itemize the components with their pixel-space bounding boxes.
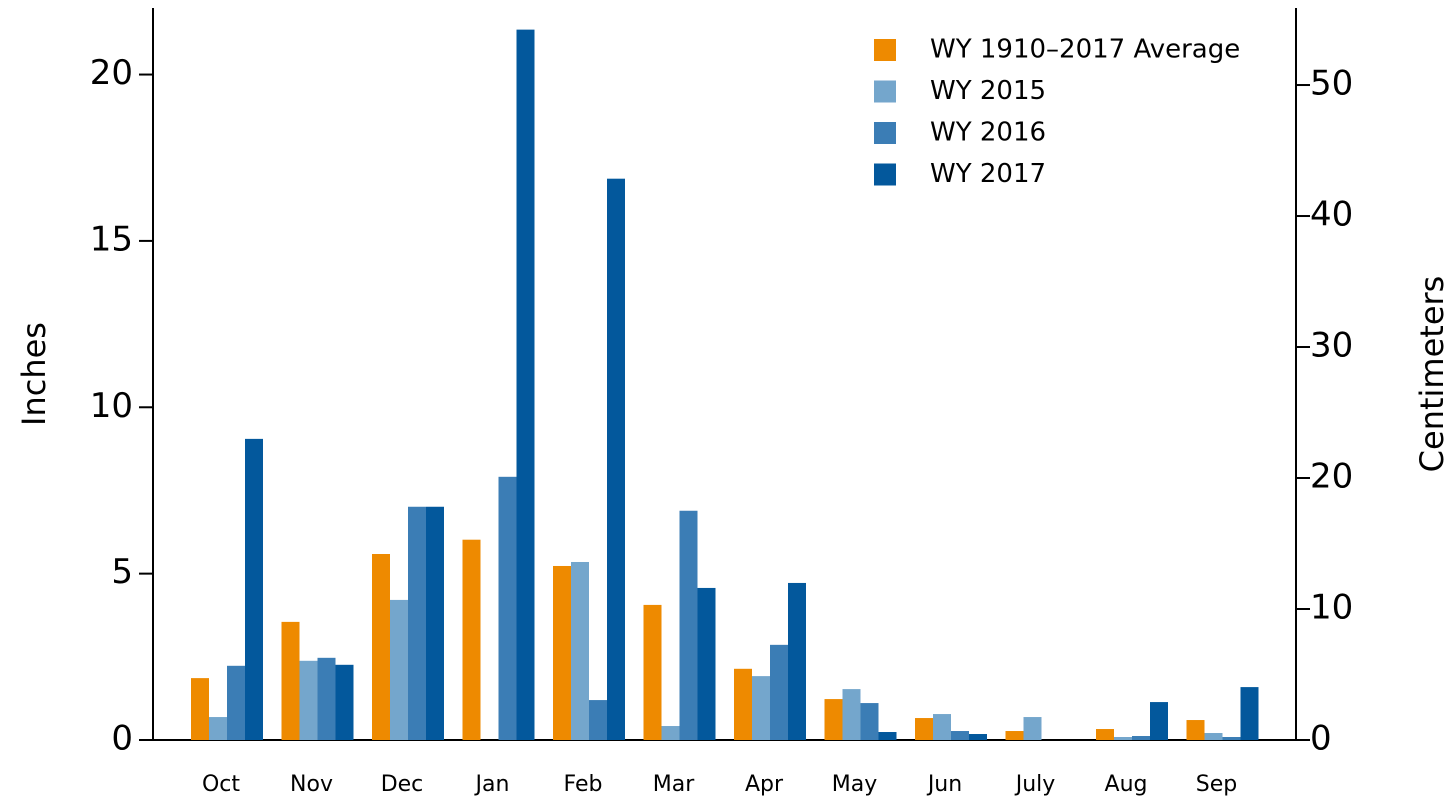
bar <box>281 621 300 740</box>
y2-tick-label: 50 <box>1310 64 1353 104</box>
bar <box>915 718 933 740</box>
bar <box>842 689 861 740</box>
bar <box>462 539 481 740</box>
x-tick-label: May <box>832 772 877 797</box>
bar <box>1132 736 1150 740</box>
y2-tick-label: 10 <box>1310 588 1353 628</box>
legend-swatch <box>874 39 896 61</box>
y2-tick-label: 30 <box>1310 326 1353 366</box>
x-tick-label: Nov <box>290 772 333 797</box>
bar <box>209 717 227 740</box>
legend-label: WY 1910–2017 Average <box>930 35 1240 65</box>
bar <box>661 726 680 740</box>
legend-swatch <box>874 80 896 103</box>
bar <box>372 554 390 740</box>
bar <box>643 604 662 740</box>
bar <box>788 582 806 740</box>
bar <box>969 734 987 740</box>
bar <box>516 29 535 741</box>
y-tick-label: 10 <box>90 386 133 426</box>
x-tick-label: Jan <box>474 772 510 797</box>
legend-label: WY 2016 <box>930 118 1046 148</box>
bar <box>390 599 408 740</box>
bar <box>1204 733 1223 740</box>
bar <box>408 506 426 740</box>
x-tick-label: Oct <box>202 772 240 797</box>
bar <box>1186 720 1205 740</box>
bar <box>191 678 209 740</box>
x-tick-label: Feb <box>564 772 603 797</box>
y2-tick-label: 20 <box>1310 457 1353 497</box>
bar <box>607 178 625 740</box>
x-tick-label: Dec <box>381 772 424 797</box>
y-tick-label: 20 <box>90 53 133 93</box>
bar <box>860 703 879 740</box>
bar <box>752 676 770 740</box>
legend-swatch <box>874 163 896 186</box>
y-tick-label: 5 <box>111 552 133 592</box>
bar <box>426 506 444 740</box>
bar <box>1096 729 1114 740</box>
bar <box>1005 731 1024 740</box>
x-tick-label: Sep <box>1196 772 1237 797</box>
bar <box>679 510 698 740</box>
bar <box>734 668 752 740</box>
bar <box>498 476 517 740</box>
y-axis-label: Inches <box>15 322 53 426</box>
legend-label: WY 2017 <box>930 159 1046 189</box>
bar <box>335 664 354 740</box>
bar <box>824 699 843 740</box>
bar <box>770 644 788 740</box>
y2-tick-label: 0 <box>1310 719 1332 759</box>
bar <box>1114 737 1132 740</box>
bar <box>951 731 969 740</box>
bar <box>1240 687 1259 740</box>
x-tick-label: Jun <box>926 772 962 797</box>
bar <box>1150 702 1168 740</box>
legend-swatch <box>874 122 896 144</box>
y2-tick-label: 40 <box>1310 195 1353 235</box>
bar <box>553 565 571 740</box>
x-tick-label: Aug <box>1105 772 1148 797</box>
legend-label: WY 2015 <box>930 76 1046 106</box>
bar <box>589 700 607 740</box>
bar <box>697 587 716 740</box>
bar <box>571 561 589 740</box>
x-tick-label: Apr <box>745 772 784 797</box>
bar <box>299 660 318 740</box>
y2-axis-label: Centimeters <box>1413 276 1451 473</box>
bar <box>1023 717 1042 740</box>
y-tick-label: 15 <box>90 219 133 259</box>
bar <box>878 732 897 740</box>
bar <box>317 657 336 740</box>
bar <box>227 665 245 740</box>
bar <box>933 714 951 740</box>
bar <box>1222 737 1241 740</box>
bar <box>245 438 263 740</box>
y-tick-label: 0 <box>111 719 133 759</box>
x-tick-label: Mar <box>653 772 695 797</box>
x-tick-label: July <box>1014 772 1056 797</box>
